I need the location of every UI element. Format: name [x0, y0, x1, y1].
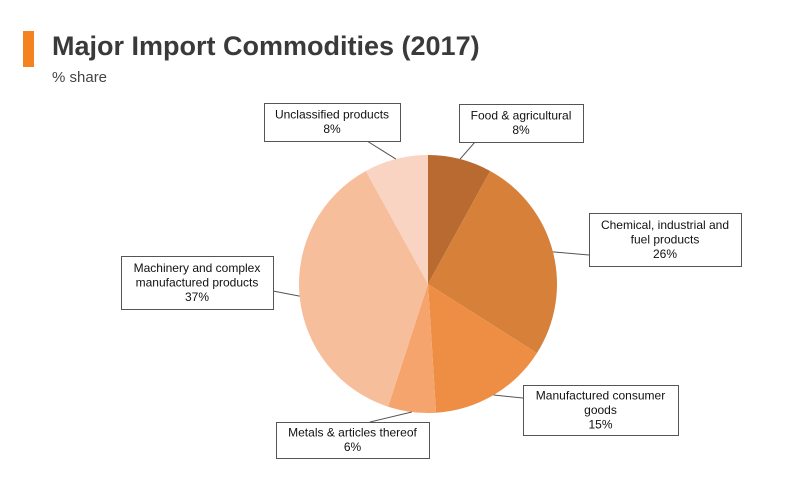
label-box-metals — [276, 422, 430, 459]
label-box-consumer — [523, 385, 679, 436]
leader-line-unclassified — [366, 140, 397, 160]
data-label-category-metals: Metals & articles thereof — [288, 426, 417, 440]
data-label-category-machinery: Machinery and complex — [134, 261, 261, 275]
leader-line-metals — [369, 411, 412, 423]
label-box-food — [459, 104, 584, 143]
leader-line-consumer — [493, 394, 524, 399]
chart-title: Major Import Commodities (2017) — [52, 31, 480, 61]
leader-line-food — [459, 141, 476, 160]
pie-slice-consumer — [428, 284, 537, 413]
leader-line-chemical — [552, 251, 590, 256]
pie-slice-metals — [388, 284, 437, 414]
pie-slices — [298, 155, 557, 414]
data-label-category-food: Food & agricultural — [471, 109, 572, 123]
pie-slice-food — [428, 155, 491, 284]
title-accent-bar — [23, 31, 34, 67]
label-box-unclassified — [264, 103, 401, 142]
data-label-category-unclassified: Unclassified products — [275, 108, 389, 122]
data-label-category-chemical: Chemical, industrial and — [601, 218, 729, 232]
data-label-category-consumer: goods — [584, 403, 617, 417]
data-label-value-metals: 6% — [344, 440, 362, 454]
data-label-value-machinery: 37% — [185, 290, 209, 304]
data-label-value-consumer: 15% — [588, 417, 612, 431]
label-box-chemical — [589, 213, 742, 267]
data-label-value-unclassified: 8% — [323, 122, 341, 136]
pie-slice-chemical — [428, 170, 557, 354]
label-box-machinery — [121, 256, 274, 310]
data-label-category-consumer: Manufactured consumer — [536, 388, 665, 402]
pie-slice-unclassified — [365, 155, 428, 284]
data-label-value-chemical: 26% — [653, 247, 677, 261]
data-label-category-chemical: fuel products — [631, 232, 700, 246]
chart-subtitle: % share — [52, 69, 108, 86]
pie-slice-machinery — [298, 170, 428, 407]
leader-line-machinery — [272, 290, 300, 297]
data-label-category-machinery: manufactured products — [136, 275, 259, 289]
data-label-value-food: 8% — [512, 123, 530, 137]
